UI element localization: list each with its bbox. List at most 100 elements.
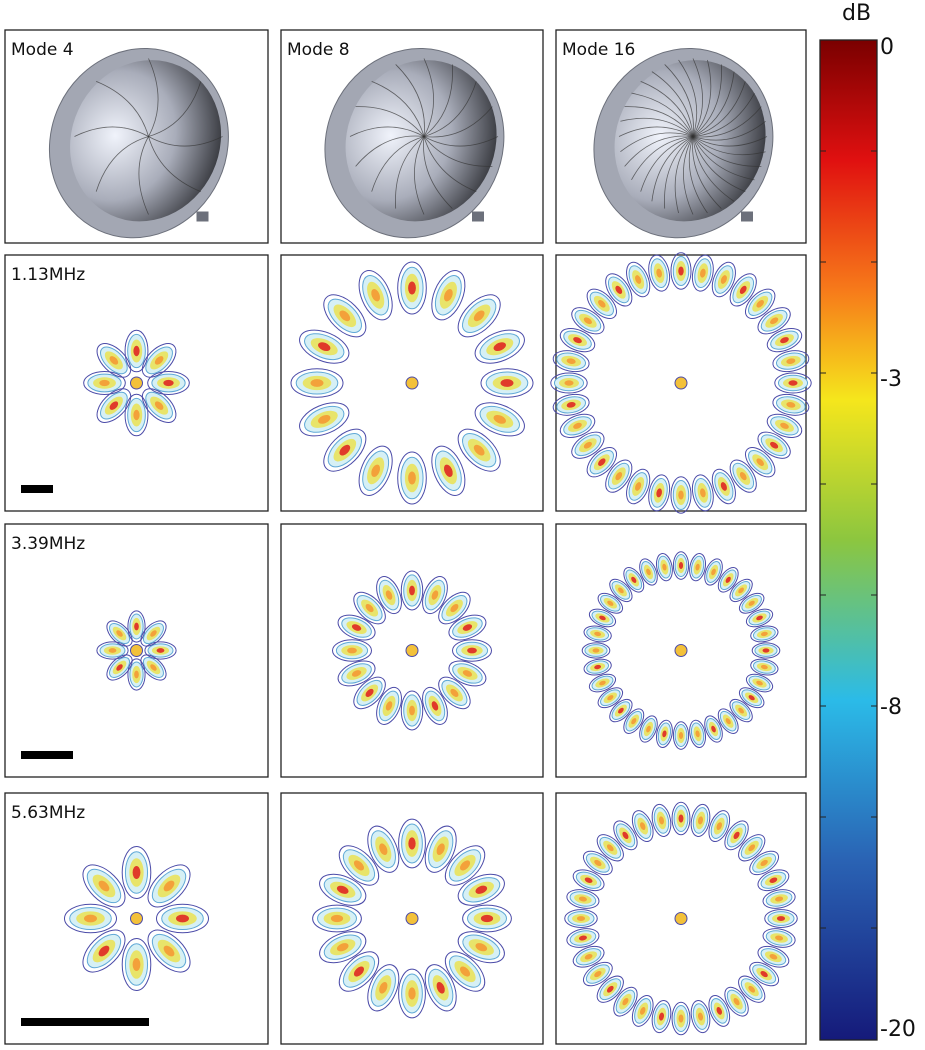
dish-spoke <box>423 136 493 167</box>
contour <box>662 730 667 738</box>
contour <box>656 268 662 278</box>
contour <box>566 928 600 948</box>
contour <box>337 660 376 687</box>
contour <box>163 379 174 387</box>
dish-spoke <box>148 136 223 147</box>
contour <box>622 831 629 839</box>
contour <box>431 590 439 600</box>
contour <box>566 402 576 408</box>
contour <box>127 610 146 643</box>
contour <box>738 592 765 614</box>
contour <box>150 664 157 671</box>
contour <box>436 843 445 856</box>
contour <box>400 570 424 611</box>
contour <box>678 814 684 823</box>
contour <box>711 725 716 733</box>
mode-title: Mode 8 <box>287 40 350 60</box>
contour <box>480 914 494 923</box>
contour <box>695 563 700 571</box>
contour <box>745 288 776 319</box>
contour <box>605 459 633 493</box>
contour <box>748 985 756 993</box>
contour <box>371 464 381 477</box>
contour <box>353 966 364 977</box>
contour <box>573 422 582 429</box>
contour <box>474 329 525 364</box>
dish-spoke <box>371 136 425 192</box>
contour <box>460 860 471 871</box>
contour <box>109 356 119 365</box>
contour <box>618 587 624 594</box>
contour <box>708 810 731 843</box>
contour <box>98 880 110 892</box>
contour <box>450 688 459 697</box>
contour <box>738 975 766 1003</box>
contour <box>623 708 645 734</box>
contour <box>144 641 177 660</box>
contour <box>584 877 593 883</box>
contour <box>424 825 457 873</box>
contour <box>689 553 707 582</box>
contour <box>651 803 672 837</box>
contour <box>631 576 637 583</box>
contour <box>586 447 617 478</box>
contour <box>748 600 755 606</box>
contour <box>493 342 506 352</box>
contour <box>739 472 747 481</box>
contour <box>106 654 133 681</box>
contour <box>130 644 143 657</box>
contour <box>631 718 637 725</box>
contour <box>147 371 190 395</box>
contour <box>566 889 600 909</box>
contour <box>358 270 393 321</box>
contour <box>422 576 448 615</box>
contour <box>582 961 613 987</box>
contour <box>678 732 684 739</box>
contour <box>578 896 587 902</box>
contour <box>716 1007 723 1015</box>
contour <box>475 885 488 894</box>
dish-spoke <box>618 126 694 137</box>
contour <box>607 695 614 701</box>
contour <box>717 567 739 593</box>
contour <box>559 328 596 353</box>
contour <box>552 350 590 373</box>
contour <box>116 664 123 671</box>
contour <box>82 929 126 973</box>
dish-spoke <box>651 136 694 202</box>
contour <box>408 837 416 850</box>
contour <box>365 604 374 613</box>
contour <box>310 379 324 387</box>
contour <box>564 380 574 386</box>
dish-spoke <box>624 135 694 167</box>
dish-spoke <box>692 136 722 209</box>
contour <box>745 608 774 628</box>
contour <box>559 413 596 438</box>
contour <box>606 985 614 993</box>
dish-spoke <box>692 71 735 137</box>
contour <box>651 1000 672 1034</box>
contour <box>405 644 419 657</box>
frequency-label: 5.63MHz <box>11 803 85 823</box>
dish-bowl <box>345 60 497 222</box>
contour <box>751 642 781 659</box>
dish-spoke <box>423 64 453 137</box>
contour <box>409 585 415 596</box>
contour <box>583 317 592 325</box>
contour <box>770 317 779 325</box>
contour <box>576 916 586 921</box>
contour <box>318 414 331 424</box>
contour <box>775 896 784 902</box>
dish-spoke <box>355 135 425 167</box>
contour <box>658 816 665 825</box>
dish-spoke <box>620 117 694 137</box>
contour <box>588 608 617 628</box>
contour <box>672 551 690 580</box>
dish-spoke <box>148 136 201 193</box>
contour <box>385 590 393 600</box>
dish-spoke <box>692 136 762 167</box>
contour <box>108 648 117 653</box>
contour <box>319 873 367 906</box>
contour <box>141 343 177 378</box>
contour <box>656 488 662 498</box>
